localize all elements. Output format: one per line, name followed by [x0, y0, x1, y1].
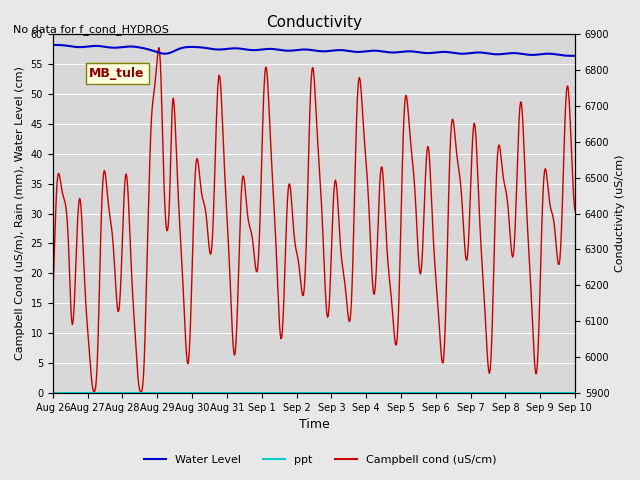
Y-axis label: Campbell Cond (uS/m), Rain (mm), Water Level (cm): Campbell Cond (uS/m), Rain (mm), Water L… — [15, 67, 25, 360]
Legend: Water Level, ppt, Campbell cond (uS/cm): Water Level, ppt, Campbell cond (uS/cm) — [140, 451, 500, 469]
X-axis label: Time: Time — [299, 419, 330, 432]
Text: MB_tule: MB_tule — [90, 67, 145, 80]
Y-axis label: Conductivity (uS/cm): Conductivity (uS/cm) — [615, 155, 625, 272]
Text: No data for f_cond_HYDROS: No data for f_cond_HYDROS — [13, 24, 169, 35]
Title: Conductivity: Conductivity — [266, 15, 362, 30]
